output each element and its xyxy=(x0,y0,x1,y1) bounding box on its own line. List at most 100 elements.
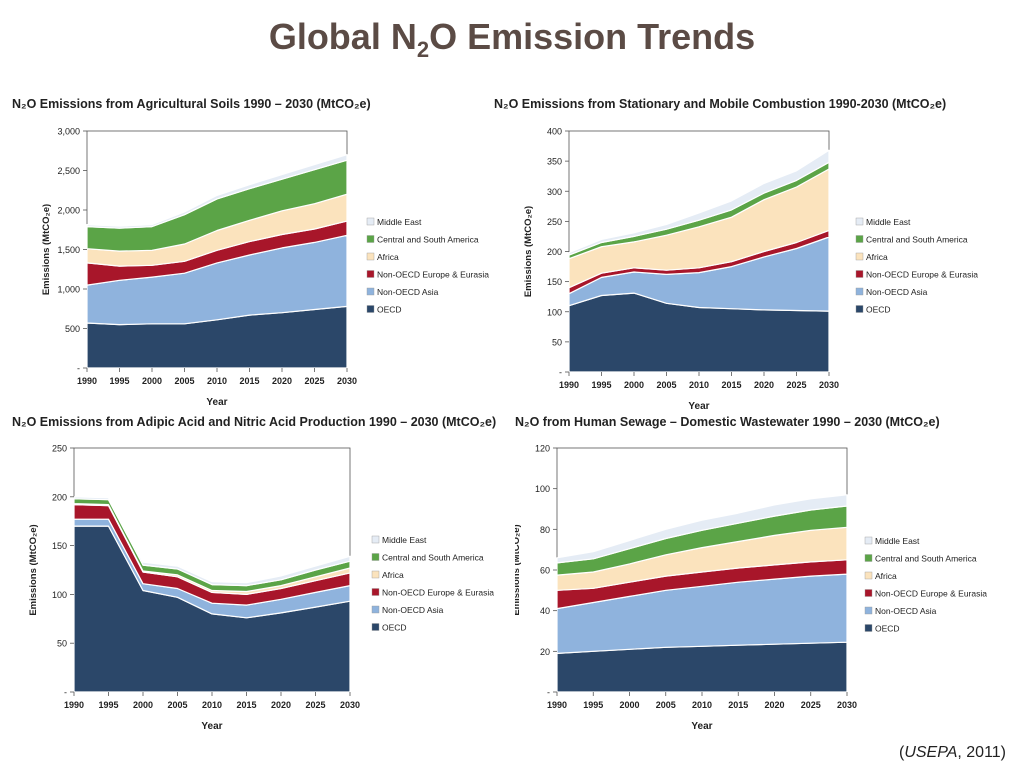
legend-label-middle-east: Middle East xyxy=(875,536,920,546)
chart-title: N₂O Emissions from Stationary and Mobile… xyxy=(494,97,947,111)
chart-title: N₂O Emissions from Agricultural Soils 19… xyxy=(12,97,371,111)
x-tick-label: 2000 xyxy=(624,380,644,390)
chart-svg: - 50 100 150 200 250 300 350 400 1990 1995 2000 2005… xyxy=(523,127,978,413)
x-tick-label: 1990 xyxy=(547,700,567,710)
y-tick-label: 200 xyxy=(547,247,562,257)
legend-swatch-africa xyxy=(371,570,380,579)
y-tick-label: 150 xyxy=(52,541,67,551)
y-tick-label: 60 xyxy=(540,566,550,576)
y-tick-label: 400 xyxy=(547,127,562,137)
y-tick-label: 300 xyxy=(547,187,562,197)
legend-swatch-non-oecd-asia xyxy=(855,287,864,296)
x-axis-label: Year xyxy=(201,721,222,732)
legend-swatch-central-and-south-america xyxy=(864,554,873,562)
legend-swatch-africa xyxy=(855,252,864,261)
y-tick-label: - xyxy=(77,364,80,374)
y-tick-label: 1,500 xyxy=(57,245,80,255)
x-tick-label: 2020 xyxy=(764,700,784,710)
x-tick-label: 2015 xyxy=(236,700,256,710)
y-tick-label: 150 xyxy=(547,277,562,287)
y-tick-label: 100 xyxy=(52,590,67,600)
legend-label-africa: Africa xyxy=(382,570,404,580)
area-middle-east xyxy=(86,154,348,229)
legend-swatch-oecd xyxy=(864,624,873,632)
x-tick-label: 2025 xyxy=(786,380,806,390)
legend-label-oecd: OECD xyxy=(377,305,402,315)
chart-combustion: N₂O Emissions from Stationary and Mobile… xyxy=(494,97,994,417)
legend-swatch-non-oecd-europe-eurasia xyxy=(366,270,375,278)
legend-label-central-and-south-america: Central and South America xyxy=(866,235,968,245)
y-tick-label: 500 xyxy=(65,324,80,334)
x-tick-label: 2005 xyxy=(656,700,676,710)
chart-human-sewage: N₂O from Human Sewage – Domestic Wastewa… xyxy=(515,415,1015,735)
y-axis-label: Emissions (MtCO₂e) xyxy=(41,204,52,295)
legend-swatch-non-oecd-europe-eurasia xyxy=(855,270,864,278)
legend-swatch-middle-east xyxy=(855,217,864,226)
legend-swatch-non-oecd-asia xyxy=(864,606,873,615)
x-tick-label: 2020 xyxy=(754,380,774,390)
x-tick-label: 1995 xyxy=(583,700,603,710)
legend-label-middle-east: Middle East xyxy=(377,217,422,227)
legend-label-non-oecd-europe-eurasia: Non-OECD Europe & Eurasia xyxy=(866,270,978,280)
chart-title: N₂O Emissions from Adipic Acid and Nitri… xyxy=(12,415,497,429)
legend-label-non-oecd-asia: Non-OECD Asia xyxy=(866,287,928,297)
y-tick-label: - xyxy=(559,368,562,378)
area-middle-east xyxy=(556,494,848,564)
x-tick-label: 2030 xyxy=(819,380,839,390)
area-middle-east xyxy=(73,496,351,587)
legend-swatch-middle-east xyxy=(366,217,375,226)
chart-svg: - 50 100 150 200 250 1990 1995 2000 2005 2010 2015 2… xyxy=(28,444,494,733)
legend-label-non-oecd-europe-eurasia: Non-OECD Europe & Eurasia xyxy=(382,588,494,598)
y-tick-label: 100 xyxy=(535,484,550,494)
chart-svg: - 500 1,000 1,500 2,000 2,500 3,000 1990 1995 200… xyxy=(41,127,489,409)
x-tick-label: 2025 xyxy=(304,376,324,386)
y-axis-label: Emissions (MtCO₂e) xyxy=(515,524,522,615)
x-tick-label: 2020 xyxy=(272,376,292,386)
y-tick-label: 20 xyxy=(540,647,550,657)
x-tick-label: 2015 xyxy=(721,380,741,390)
legend-label-non-oecd-asia: Non-OECD Asia xyxy=(377,287,439,297)
legend-swatch-central-and-south-america xyxy=(371,553,380,561)
x-axis-label: Year xyxy=(691,721,712,732)
x-tick-label: 2015 xyxy=(728,700,748,710)
y-tick-label: 80 xyxy=(540,525,550,535)
legend-swatch-oecd xyxy=(366,305,375,313)
y-tick-label: 100 xyxy=(547,307,562,317)
x-tick-label: 2030 xyxy=(340,700,360,710)
x-tick-label: 2010 xyxy=(202,700,222,710)
x-tick-label: 2020 xyxy=(271,700,291,710)
x-tick-label: 1995 xyxy=(591,380,611,390)
legend-swatch-oecd xyxy=(855,305,864,313)
legend-label-middle-east: Middle East xyxy=(382,535,427,545)
area-middle-east xyxy=(568,149,830,256)
x-tick-label: 2010 xyxy=(207,376,227,386)
y-tick-label: 50 xyxy=(57,639,67,649)
legend-swatch-africa xyxy=(864,571,873,580)
x-tick-label: 1995 xyxy=(109,376,129,386)
legend-label-oecd: OECD xyxy=(875,624,900,634)
legend-swatch-central-and-south-america xyxy=(855,235,864,243)
y-tick-label: 350 xyxy=(547,157,562,167)
legend-label-middle-east: Middle East xyxy=(866,217,911,227)
legend-label-non-oecd-asia: Non-OECD Asia xyxy=(382,605,444,615)
x-tick-label: 2030 xyxy=(837,700,857,710)
x-tick-label: 2030 xyxy=(337,376,357,386)
legend-label-non-oecd-europe-eurasia: Non-OECD Europe & Eurasia xyxy=(875,589,987,599)
legend-label-non-oecd-asia: Non-OECD Asia xyxy=(875,606,937,616)
legend-swatch-africa xyxy=(366,252,375,261)
x-tick-label: 2000 xyxy=(133,700,153,710)
legend-label-africa: Africa xyxy=(866,252,888,262)
x-tick-label: 2010 xyxy=(689,380,709,390)
legend-swatch-central-and-south-america xyxy=(366,235,375,243)
x-tick-label: 2000 xyxy=(142,376,162,386)
chart-title: N₂O from Human Sewage – Domestic Wastewa… xyxy=(515,415,940,429)
y-tick-label: - xyxy=(64,688,67,698)
x-tick-label: 1990 xyxy=(77,376,97,386)
x-tick-label: 1990 xyxy=(64,700,84,710)
y-tick-label: 1,000 xyxy=(57,285,80,295)
x-tick-label: 2015 xyxy=(239,376,259,386)
y-axis-label: Emissions (MtCO₂e) xyxy=(523,206,534,297)
citation: (USEPA, 2011) xyxy=(898,744,1006,761)
chart-agricultural-soils: N₂O Emissions from Agricultural Soils 19… xyxy=(12,97,512,417)
legend-label-central-and-south-america: Central and South America xyxy=(382,553,484,563)
